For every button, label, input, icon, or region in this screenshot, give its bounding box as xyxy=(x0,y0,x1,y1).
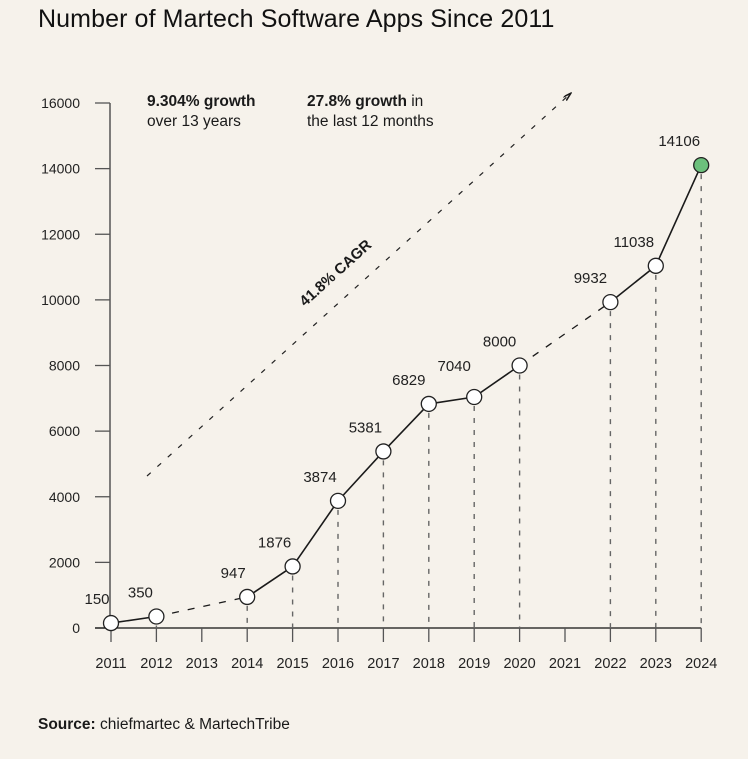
data-label-2023: 11038 xyxy=(613,234,654,251)
x-tick-label: 2013 xyxy=(186,656,218,672)
x-tick-label: 2015 xyxy=(276,656,308,672)
series-segment xyxy=(246,565,294,598)
x-tick-label: 2022 xyxy=(594,656,626,672)
x-tick-label: 2019 xyxy=(458,656,490,672)
vertical-guides xyxy=(155,174,702,628)
x-tick-label: 2021 xyxy=(549,656,581,672)
annotation-recent-growth-inline: in xyxy=(407,93,423,110)
y-tick-label: 0 xyxy=(72,620,80,636)
y-tick-label: 8000 xyxy=(49,358,80,374)
series-segment xyxy=(291,500,339,567)
series-segment xyxy=(473,364,521,398)
annotation-recent-growth-bold: 27.8% growth xyxy=(307,93,407,110)
x-tick-label: 2011 xyxy=(95,656,126,672)
x-tick-label: 2023 xyxy=(640,656,672,672)
data-label-2014: 947 xyxy=(221,565,246,582)
series-segment-dashed xyxy=(156,596,248,618)
y-tick-label: 10000 xyxy=(41,292,80,308)
cagr-label: 41.8% CAGR xyxy=(296,236,375,310)
x-tick-label: 2012 xyxy=(140,656,172,672)
data-labels: 150 350 947 1876 3874 5381 6829 7040 8000 9932 110… xyxy=(84,133,700,608)
y-tick-label: 4000 xyxy=(49,489,80,505)
data-label-2015: 1876 xyxy=(258,534,291,551)
source-label: Source: xyxy=(38,716,96,733)
series-lines xyxy=(110,164,702,624)
annotation-total-growth-rest: over 13 years xyxy=(147,113,241,130)
axes: 0 2000 4000 6000 8000 10000 12000 14000 16000 201… xyxy=(41,95,717,672)
data-label-2016: 3874 xyxy=(303,469,336,486)
y-tick-label: 12000 xyxy=(41,226,80,242)
data-marker-2015 xyxy=(284,558,301,575)
data-marker-2017 xyxy=(375,443,392,460)
series-segment xyxy=(655,164,702,267)
data-label-2022: 9932 xyxy=(574,270,607,287)
data-label-2019: 7040 xyxy=(438,358,471,375)
data-label-2011: 150 xyxy=(84,591,109,608)
x-tick-label: 2017 xyxy=(367,656,399,672)
x-tick-label: 2018 xyxy=(413,656,445,672)
highlight-marker-2024 xyxy=(693,156,710,174)
x-tick-label: 2024 xyxy=(685,656,717,672)
series-segment xyxy=(382,403,430,452)
data-marker-2018 xyxy=(420,395,437,413)
series-segment xyxy=(609,265,657,303)
data-marker-2011 xyxy=(102,614,120,632)
y-tick-label: 2000 xyxy=(49,554,80,570)
y-tick-label: 14000 xyxy=(41,161,80,177)
data-label-2018: 6829 xyxy=(392,372,425,389)
data-marker-2014 xyxy=(239,588,256,606)
chart-title: Number of Martech Software Apps Since 20… xyxy=(38,5,555,33)
data-marker-2022 xyxy=(602,293,619,311)
cagr-trend-line xyxy=(146,94,570,477)
series-segment-dashed xyxy=(519,301,611,367)
data-marker-2016 xyxy=(329,492,347,510)
annotation-total-growth-bold: 9.304% growth xyxy=(147,93,256,110)
x-tick-label: 2014 xyxy=(231,656,263,672)
data-marker-2019 xyxy=(466,388,483,406)
data-label-2020: 8000 xyxy=(483,334,516,351)
data-marker-2020 xyxy=(511,357,528,374)
data-label-2017: 5381 xyxy=(349,419,382,436)
x-tick-label: 2016 xyxy=(322,656,354,672)
source-note: Source: chiefmartec & MartechTribe xyxy=(38,716,290,734)
source-text: chiefmartec & MartechTribe xyxy=(95,716,290,733)
data-label-2024: 14106 xyxy=(658,133,700,150)
data-markers xyxy=(102,156,710,632)
x-tick-label: 2020 xyxy=(503,656,535,672)
y-tick-label: 16000 xyxy=(41,95,80,111)
y-tick-label: 6000 xyxy=(49,423,80,439)
data-label-2012: 350 xyxy=(128,585,153,602)
annotation-recent-growth: 27.8% growth in xyxy=(307,93,423,110)
annotation-recent-growth-rest: the last 12 months xyxy=(307,113,434,130)
data-marker-2023 xyxy=(647,257,664,274)
data-marker-2012 xyxy=(148,608,165,625)
series-segment xyxy=(337,450,384,502)
